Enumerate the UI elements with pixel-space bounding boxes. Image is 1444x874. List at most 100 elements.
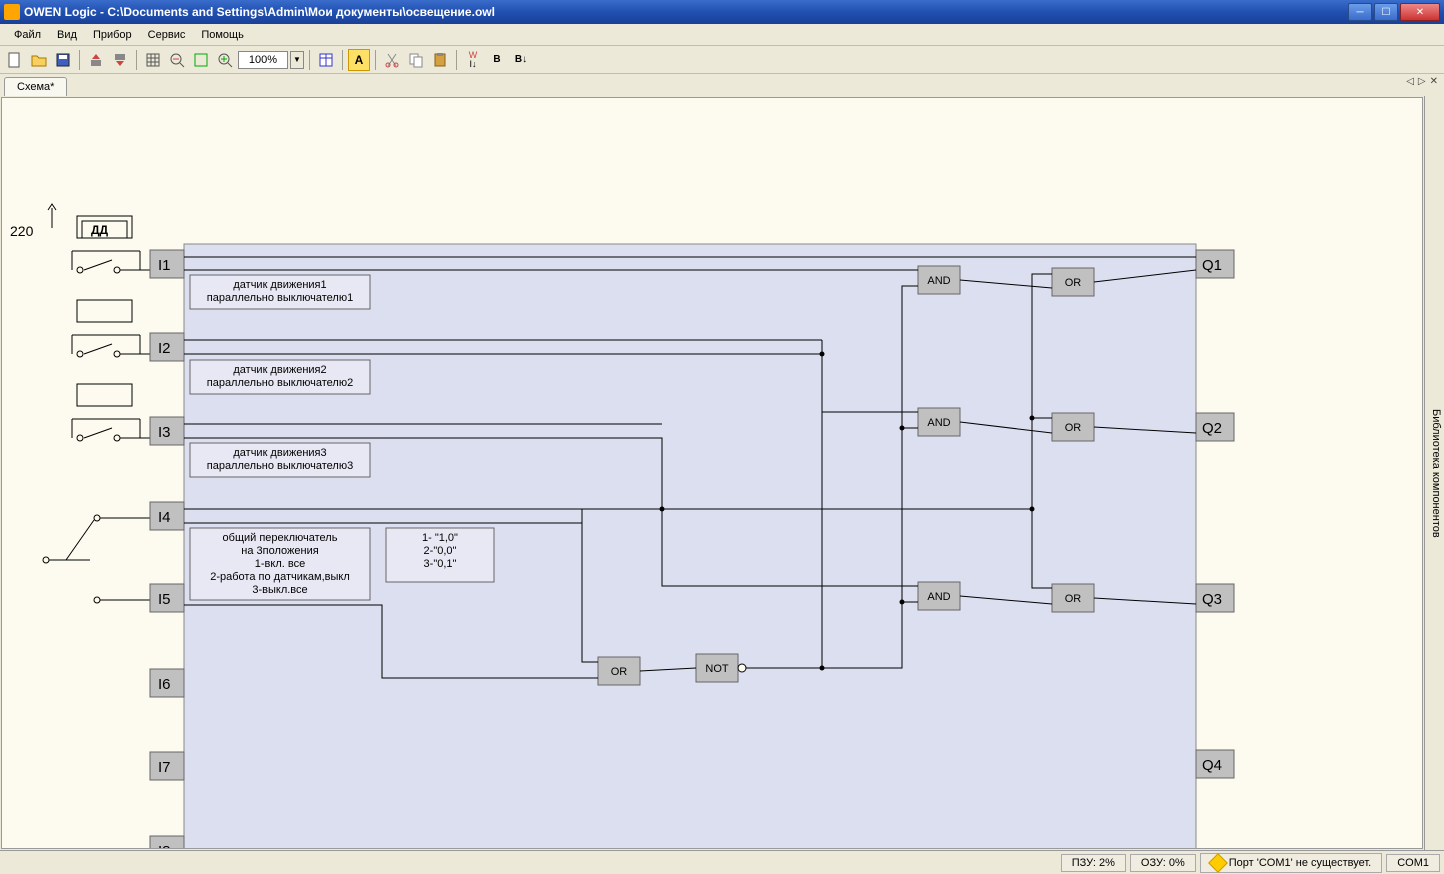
svg-text:OR: OR: [1065, 593, 1082, 605]
comment-4[interactable]: 1- "1,0"2-"0,0"3-"0,1": [386, 528, 494, 582]
output-Q2[interactable]: Q2: [1196, 413, 1234, 441]
block-AND2[interactable]: AND: [918, 408, 960, 436]
tab-schema[interactable]: Схема*: [4, 77, 67, 96]
svg-text:I8: I8: [158, 843, 171, 849]
app-icon: [4, 4, 20, 20]
zoom-out-icon[interactable]: [166, 49, 188, 71]
svg-text:NOT: NOT: [705, 663, 729, 675]
menu-view[interactable]: Вид: [49, 27, 85, 43]
svg-text:I6: I6: [158, 676, 171, 693]
svg-text:Q2: Q2: [1202, 420, 1222, 437]
block-OR2[interactable]: OR: [1052, 413, 1094, 441]
svg-text:Q3: Q3: [1202, 591, 1222, 608]
svg-text:2-работа по датчикам,выкл: 2-работа по датчикам,выкл: [210, 571, 350, 583]
svg-text:на 3положения: на 3положения: [241, 545, 318, 557]
paste-icon[interactable]: [429, 49, 451, 71]
output-Q1[interactable]: Q1: [1196, 250, 1234, 278]
text-a-icon[interactable]: A: [348, 49, 370, 71]
svg-text:I5: I5: [158, 591, 171, 608]
format-b2-icon[interactable]: B↓: [510, 49, 532, 71]
copy-icon[interactable]: [405, 49, 427, 71]
window-buttons: ─ ☐ ✕: [1348, 3, 1440, 21]
circuit-sketch: 220 ДД: [10, 204, 150, 603]
output-Q3[interactable]: Q3: [1196, 584, 1234, 612]
svg-text:параллельно выключателю3: параллельно выключателю3: [207, 460, 353, 472]
menu-device[interactable]: Прибор: [85, 27, 140, 43]
comment-0[interactable]: датчик движения1параллельно выключателю1: [190, 275, 370, 309]
menu-service[interactable]: Сервис: [140, 27, 194, 43]
zoom-fit-icon[interactable]: [190, 49, 212, 71]
svg-text:2-"0,0": 2-"0,0": [424, 545, 457, 557]
input-I1[interactable]: I1: [150, 250, 184, 278]
upload-icon[interactable]: [85, 49, 107, 71]
tab-next-icon[interactable]: ▷: [1418, 76, 1426, 87]
comment-1[interactable]: датчик движения2параллельно выключателю2: [190, 360, 370, 394]
label-220: 220: [10, 223, 34, 239]
svg-text:OR: OR: [611, 666, 628, 678]
table-icon[interactable]: [315, 49, 337, 71]
comment-2[interactable]: датчик движения3параллельно выключателю3: [190, 443, 370, 477]
input-I5[interactable]: I5: [150, 584, 184, 612]
svg-text:I1: I1: [158, 257, 171, 274]
comment-3[interactable]: общий переключательна 3положения1-вкл. в…: [190, 528, 370, 600]
menu-file[interactable]: Файл: [6, 27, 49, 43]
input-I2[interactable]: I2: [150, 333, 184, 361]
toolbar: ▼ A WI↓ B B↓: [0, 46, 1444, 74]
svg-text:OR: OR: [1065, 277, 1082, 289]
svg-text:OR: OR: [1065, 422, 1082, 434]
block-AND1[interactable]: AND: [918, 266, 960, 294]
svg-text:датчик движения3: датчик движения3: [233, 447, 326, 459]
diagram-svg[interactable]: 220 ДД: [2, 98, 1422, 849]
status-pzu: ПЗУ: 2%: [1061, 854, 1126, 872]
block-NOT1[interactable]: NOT: [696, 654, 738, 682]
svg-text:параллельно выключателю2: параллельно выключателю2: [207, 377, 353, 389]
new-file-icon[interactable]: [4, 49, 26, 71]
format-b-icon[interactable]: B: [486, 49, 508, 71]
zoom-in-icon[interactable]: [214, 49, 236, 71]
grid-icon[interactable]: [142, 49, 164, 71]
zoom-dropdown-icon[interactable]: ▼: [290, 51, 304, 69]
menu-help[interactable]: Помощь: [193, 27, 252, 43]
svg-text:датчик движения1: датчик движения1: [233, 279, 326, 291]
svg-text:AND: AND: [927, 275, 950, 287]
download-icon[interactable]: [109, 49, 131, 71]
svg-text:3-"0,1": 3-"0,1": [424, 558, 457, 570]
tab-nav: ◁ ▷ ✕: [1406, 76, 1438, 87]
block-OR4[interactable]: OR: [598, 657, 640, 685]
svg-text:I7: I7: [158, 759, 171, 776]
menu-bar: Файл Вид Прибор Сервис Помощь: [0, 24, 1444, 46]
block-AND3[interactable]: AND: [918, 582, 960, 610]
tab-prev-icon[interactable]: ◁: [1406, 76, 1414, 87]
save-file-icon[interactable]: [52, 49, 74, 71]
svg-text:общий переключатель: общий переключатель: [223, 532, 338, 544]
input-I3[interactable]: I3: [150, 417, 184, 445]
component-library-sidebar[interactable]: Библиотека компонентов: [1424, 96, 1444, 850]
zoom-input[interactable]: [238, 51, 288, 69]
label-dd: ДД: [91, 223, 109, 237]
status-bar: ПЗУ: 2% ОЗУ: 0% Порт 'COM1' не существуе…: [0, 850, 1444, 874]
svg-text:AND: AND: [927, 417, 950, 429]
status-port-warning: Порт 'COM1' не существует.: [1200, 853, 1382, 873]
output-Q4[interactable]: Q4: [1196, 750, 1234, 778]
format-w-icon[interactable]: WI↓: [462, 49, 484, 71]
maximize-button[interactable]: ☐: [1374, 3, 1398, 21]
svg-text:3-выкл.все: 3-выкл.все: [252, 584, 307, 596]
svg-text:1- "1,0": 1- "1,0": [422, 532, 458, 544]
minimize-button[interactable]: ─: [1348, 3, 1372, 21]
canvas[interactable]: 220 ДД: [1, 97, 1423, 849]
block-OR3[interactable]: OR: [1052, 584, 1094, 612]
svg-text:датчик движения2: датчик движения2: [233, 364, 326, 376]
input-I8[interactable]: I8: [150, 836, 184, 849]
tab-close-icon[interactable]: ✕: [1430, 76, 1438, 87]
close-button[interactable]: ✕: [1400, 3, 1440, 21]
input-I7[interactable]: I7: [150, 752, 184, 780]
cut-icon[interactable]: [381, 49, 403, 71]
input-I4[interactable]: I4: [150, 502, 184, 530]
warning-icon: [1208, 853, 1228, 873]
block-OR1[interactable]: OR: [1052, 268, 1094, 296]
svg-text:AND: AND: [927, 591, 950, 603]
svg-text:параллельно выключателю1: параллельно выключателю1: [207, 292, 353, 304]
input-I6[interactable]: I6: [150, 669, 184, 697]
workspace: 220 ДД: [0, 96, 1444, 850]
open-file-icon[interactable]: [28, 49, 50, 71]
